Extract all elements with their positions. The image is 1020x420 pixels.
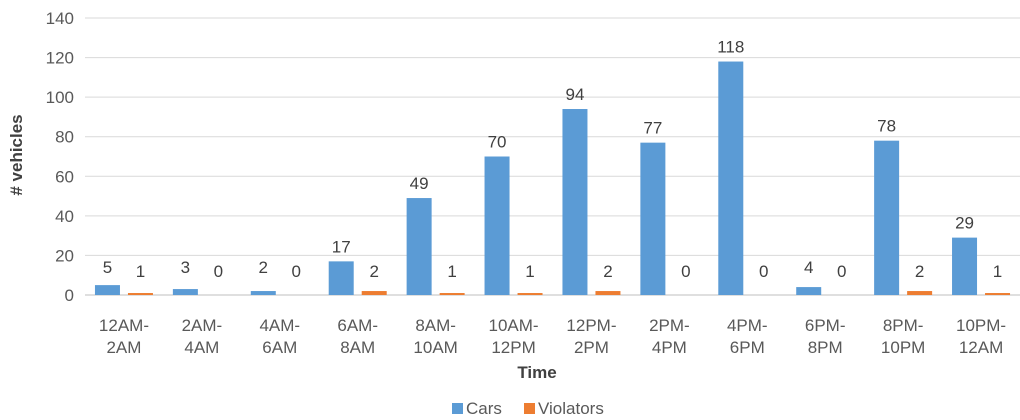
bar-cars: [172, 289, 198, 295]
bars: [94, 61, 1011, 296]
bar-cars: [640, 142, 666, 295]
bar-cars: [718, 61, 744, 296]
data-label-cars: 70: [488, 133, 507, 152]
y-tick-label: 60: [55, 167, 74, 186]
y-tick-label: 40: [55, 207, 74, 226]
x-tick-label: 6PM-8PM: [805, 316, 846, 357]
data-label-violators: 1: [136, 262, 145, 281]
bar-cars: [94, 285, 120, 295]
y-axis-title: # vehicles: [7, 114, 26, 195]
data-label-violators: 2: [915, 262, 924, 281]
bar-cars: [406, 198, 432, 295]
x-axis-ticks: 12AM-2AM 2AM-4AM 4AM-6AM 6AM-8AM 8AM-10AM 10A…: [99, 316, 1006, 357]
y-axis-ticks: 0 20 40 60 80 100 120 140: [46, 9, 74, 305]
data-label-violators: 0: [681, 262, 690, 281]
x-tick-label: 8PM-10PM: [881, 316, 925, 357]
data-label-violators: 1: [447, 262, 456, 281]
data-label-violators: 0: [292, 262, 301, 281]
bar-cars: [796, 287, 822, 295]
data-label-cars: 94: [565, 85, 584, 104]
y-tick-label: 140: [46, 9, 74, 28]
gridlines: [85, 17, 1020, 296]
data-labels: 5 1 3 0 2 0 17 2 49 1 70 1 94 2 77 0 118 0 4 0 78 2 29 1: [103, 38, 1003, 281]
bar-cars: [952, 237, 978, 295]
y-tick-label: 100: [46, 88, 74, 107]
data-label-violators: 0: [759, 262, 768, 281]
data-label-cars: 49: [410, 174, 429, 193]
bar-cars: [484, 156, 510, 295]
data-label-cars: 2: [259, 258, 268, 277]
legend-swatch-cars: [452, 403, 463, 414]
x-tick-label: 2AM-4AM: [182, 316, 223, 357]
y-tick-label: 20: [55, 246, 74, 265]
bar-violators: [361, 291, 387, 295]
x-tick-label: 10PM-12AM: [956, 316, 1006, 357]
y-tick-label: 80: [55, 128, 74, 147]
x-tick-label: 10AM-12PM: [489, 316, 539, 357]
data-label-violators: 1: [525, 262, 534, 281]
x-tick-label: 12PM-2PM: [566, 316, 616, 357]
data-label-violators: 2: [369, 262, 378, 281]
bar-violators: [517, 293, 543, 295]
bar-cars: [250, 291, 276, 295]
bar-cars: [874, 140, 900, 295]
data-label-cars: 77: [643, 119, 662, 138]
legend-label-violators: Violators: [538, 399, 604, 418]
x-tick-label: 4PM-6PM: [727, 316, 768, 357]
x-tick-label: 2PM-4PM: [649, 316, 690, 357]
bar-violators: [595, 291, 621, 295]
data-label-cars: 4: [804, 258, 813, 277]
bar-cars: [562, 109, 588, 295]
data-label-cars: 78: [877, 117, 896, 136]
x-tick-label: 12AM-2AM: [99, 316, 149, 357]
x-tick-label: 6AM-8AM: [337, 316, 378, 357]
bar-violators: [439, 293, 465, 295]
x-tick-label: 4AM-6AM: [259, 316, 300, 357]
bar-cars: [328, 261, 354, 295]
data-label-cars: 118: [717, 38, 744, 57]
legend-label-cars: Cars: [466, 399, 502, 418]
bar-violators: [985, 293, 1011, 295]
data-label-violators: 1: [993, 262, 1002, 281]
bar-violators: [127, 293, 153, 295]
data-label-cars: 29: [955, 214, 974, 233]
legend-swatch-violators: [524, 403, 535, 414]
data-label-violators: 0: [837, 262, 846, 281]
bar-violators: [907, 291, 933, 295]
data-label-cars: 5: [103, 258, 112, 277]
data-label-cars: 3: [181, 258, 190, 277]
data-label-cars: 17: [332, 237, 351, 256]
data-label-violators: 0: [214, 262, 223, 281]
legend: Cars Violators: [452, 399, 604, 418]
data-label-violators: 2: [603, 262, 612, 281]
y-tick-label: 120: [46, 49, 74, 68]
x-axis-title: Time: [517, 363, 556, 382]
x-tick-label: 8AM-10AM: [413, 316, 457, 357]
y-tick-label: 0: [65, 286, 74, 305]
